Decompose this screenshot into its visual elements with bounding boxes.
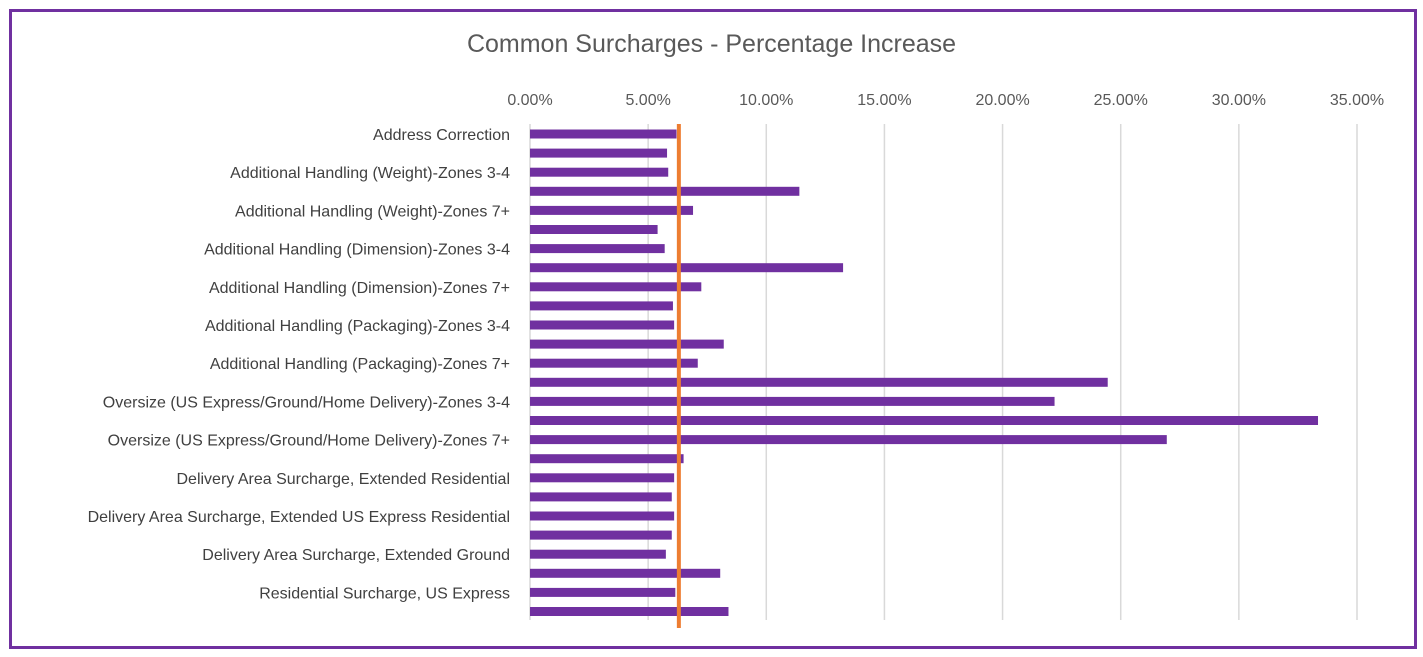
- x-tick-label: 20.00%: [975, 92, 1029, 109]
- x-tick-label: 15.00%: [857, 92, 911, 109]
- bar: [530, 416, 1319, 425]
- x-tick-label: 30.00%: [1212, 92, 1266, 109]
- bar: [530, 148, 668, 158]
- bar: [530, 205, 694, 215]
- bar: [530, 129, 677, 139]
- bar: [530, 339, 724, 349]
- category-label: Additional Handling (Weight)-Zones 3-4: [230, 165, 510, 182]
- x-tick-label: 35.00%: [1330, 92, 1384, 109]
- bar: [530, 454, 684, 464]
- category-label: Delivery Area Surcharge, Extended Ground: [202, 547, 510, 564]
- category-label: Delivery Area Surcharge, Extended Reside…: [176, 471, 510, 488]
- category-label: Additional Handling (Weight)-Zones 7+: [235, 203, 510, 220]
- bar: [530, 186, 800, 196]
- category-label: Oversize (US Express/Ground/Home Deliver…: [108, 433, 510, 450]
- x-tick-label: 10.00%: [739, 92, 793, 109]
- category-label: Delivery Area Surcharge, Extended US Exp…: [88, 509, 510, 526]
- bar: [530, 492, 672, 502]
- x-tick-label: 25.00%: [1094, 92, 1148, 109]
- bar: [530, 511, 675, 521]
- bar: [530, 473, 675, 483]
- bar: [530, 377, 1108, 387]
- chart-frame: [9, 9, 1417, 649]
- bar: [530, 167, 669, 177]
- bar: [530, 358, 698, 368]
- x-tick-label: 5.00%: [625, 92, 670, 109]
- chart-title: Common Surcharges - Percentage Increase: [466, 30, 957, 58]
- x-tick-label: 0.00%: [507, 92, 552, 109]
- bar: [530, 282, 702, 292]
- category-label: Additional Handling (Dimension)-Zones 7+: [209, 280, 510, 297]
- category-label: Oversize (US Express/Ground/Home Deliver…: [103, 394, 510, 411]
- bar: [530, 568, 721, 578]
- bar: [530, 244, 665, 254]
- category-label: Additional Handling (Dimension)-Zones 3-…: [204, 242, 510, 259]
- bar: [530, 225, 658, 234]
- category-label: Additional Handling (Packaging)-Zones 7+: [210, 356, 510, 373]
- bar: [530, 530, 672, 540]
- category-label: Residential Surcharge, US Express: [259, 585, 510, 602]
- category-label: Address Correction: [373, 127, 510, 144]
- category-label: Additional Handling (Packaging)-Zones 3-…: [205, 318, 510, 335]
- bar: [530, 301, 673, 311]
- bar: [530, 396, 1055, 406]
- bar: [530, 263, 844, 273]
- bar: [530, 607, 729, 616]
- bar: [530, 549, 666, 559]
- bar: [530, 320, 675, 330]
- bar: [530, 435, 1167, 445]
- bar: [530, 587, 676, 597]
